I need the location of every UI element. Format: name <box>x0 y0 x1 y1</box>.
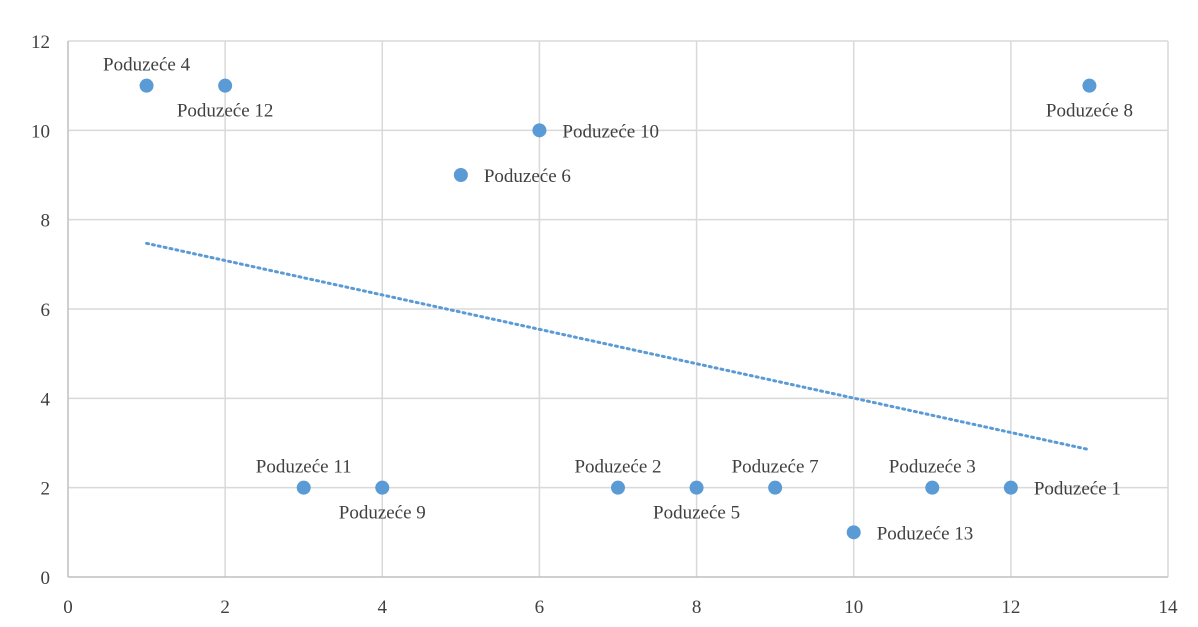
data-points <box>139 78 1097 540</box>
x-tick-label: 12 <box>1001 597 1020 618</box>
data-label: Poduzeće 3 <box>889 457 976 478</box>
data-label: Poduzeće 2 <box>574 457 661 478</box>
data-point <box>768 480 783 495</box>
data-label: Poduzeće 6 <box>484 166 571 187</box>
data-point <box>139 78 154 93</box>
y-tick-label: 2 <box>41 479 51 500</box>
data-label: Poduzeće 13 <box>877 523 974 544</box>
data-point <box>611 480 625 495</box>
y-tick-label: 6 <box>41 300 51 321</box>
data-label: Poduzeće 7 <box>732 457 819 478</box>
x-tick-label: 4 <box>378 597 388 618</box>
data-label: Poduzeće 12 <box>177 101 274 122</box>
data-point <box>532 123 547 138</box>
gridlines <box>68 40 1169 577</box>
data-label: Poduzeće 5 <box>653 503 740 524</box>
y-tick-label: 4 <box>41 389 51 410</box>
y-tick-label: 8 <box>41 211 51 232</box>
y-tick-label: 10 <box>31 121 50 142</box>
linear-trendline <box>145 241 1091 452</box>
data-point <box>375 480 390 495</box>
y-tick-label: 12 <box>31 32 50 53</box>
data-point <box>296 480 311 495</box>
trendline-layer <box>145 241 1091 452</box>
x-tick-label: 8 <box>692 597 702 618</box>
data-label: Poduzeće 1 <box>1034 479 1121 500</box>
axes: 0 2 4 6 8 10 12 14 0 2 4 6 8 10 12 <box>31 32 1178 618</box>
data-point <box>1003 480 1018 495</box>
y-tick-label: 0 <box>41 568 51 589</box>
data-point <box>689 480 704 495</box>
data-label: Poduzeće 8 <box>1046 101 1133 122</box>
data-point <box>218 78 233 93</box>
x-tick-label: 6 <box>535 597 545 618</box>
data-label: Poduzeće 10 <box>562 121 659 142</box>
data-label: Poduzeće 11 <box>256 457 352 478</box>
data-point <box>925 480 940 495</box>
x-tick-label: 0 <box>63 597 73 618</box>
x-tick-label: 2 <box>220 597 230 618</box>
x-tick-label: 10 <box>844 597 863 618</box>
x-tick-label: 14 <box>1159 597 1179 618</box>
data-point <box>453 168 468 182</box>
data-labels: Poduzeće 4 Poduzeće 12 Poduzeće 10 Poduzeće… <box>103 55 1133 545</box>
data-point <box>1082 78 1097 93</box>
data-point <box>846 525 861 540</box>
data-label: Poduzeće 4 <box>103 55 191 76</box>
data-label: Poduzeće 9 <box>339 503 426 524</box>
